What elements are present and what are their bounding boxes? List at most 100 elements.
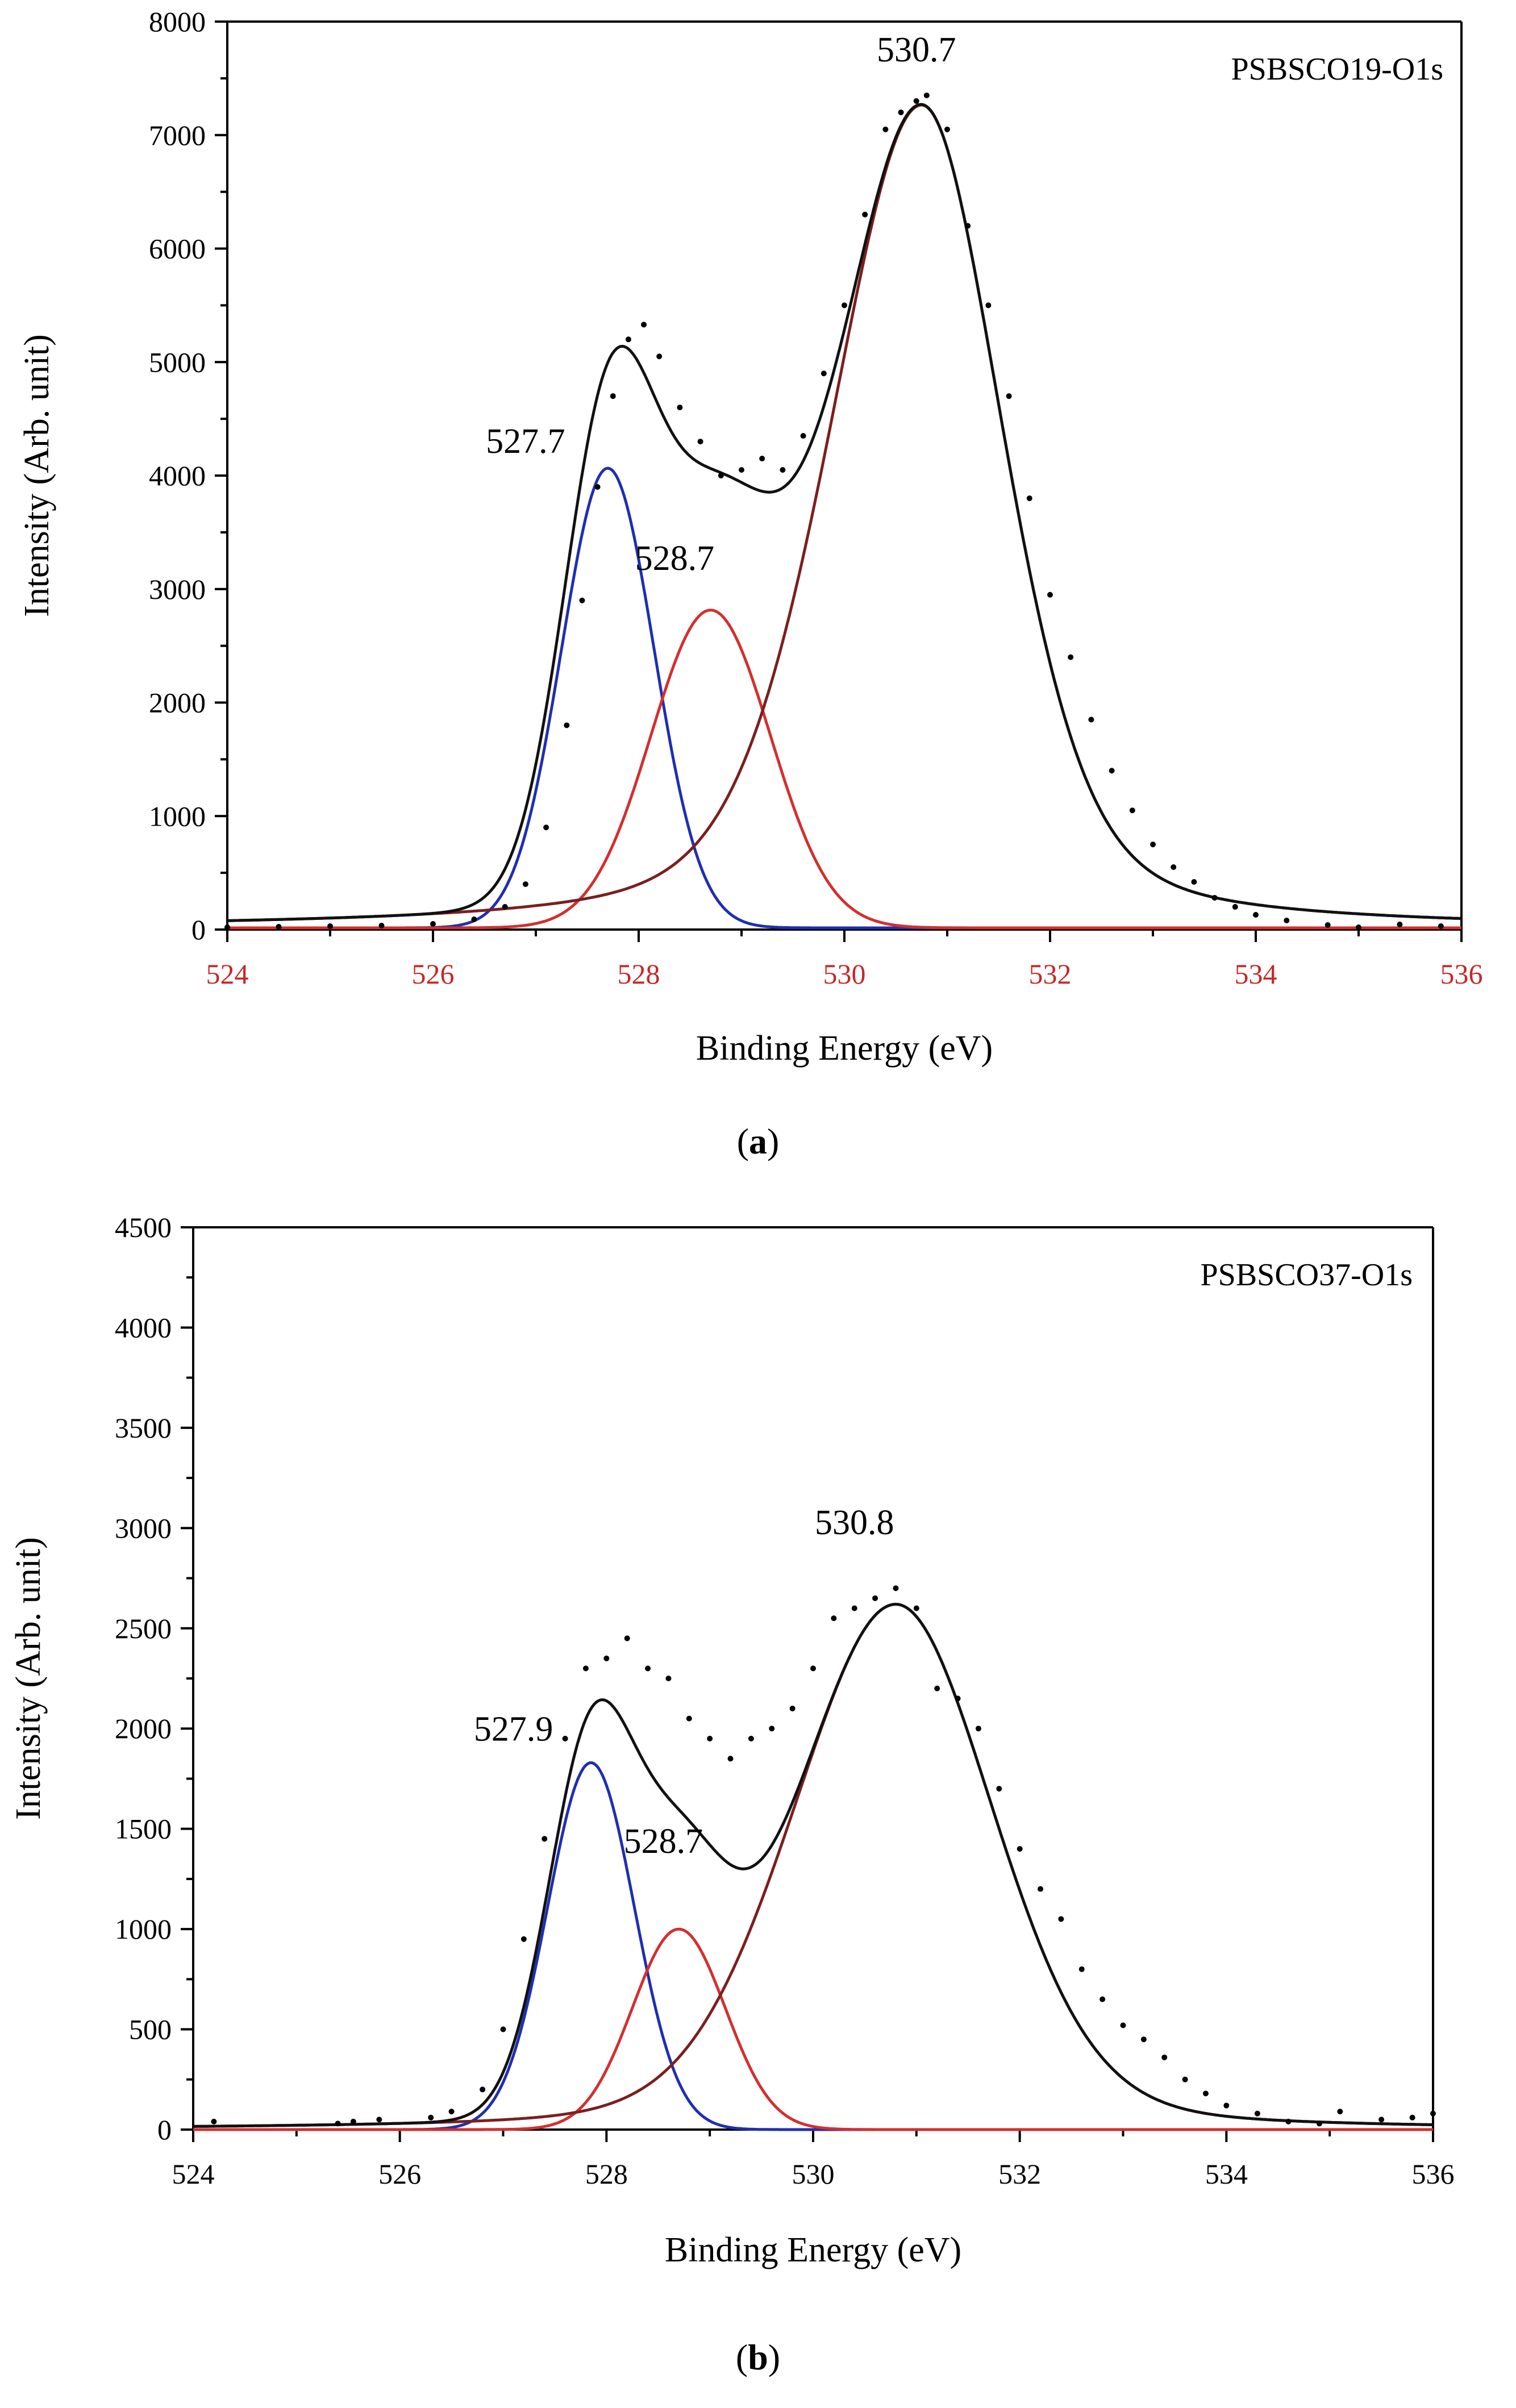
data-point <box>1088 716 1094 723</box>
data-point <box>1202 2090 1209 2097</box>
peak-annotations: 530.7 527.7 528.7 <box>486 31 956 578</box>
data-point <box>862 211 868 218</box>
y-tick-label: 1500 <box>115 1813 172 1845</box>
chart-panel-a: 0 1000 2000 3000 4000 5000 6000 7000 8000 524 526… <box>18 6 1483 1161</box>
y-tick-labels: 0 1000 2000 3000 4000 5000 6000 7000 8000 <box>149 6 206 945</box>
data-point <box>727 1756 734 1762</box>
y-tick-label: 2000 <box>115 1713 172 1744</box>
data-point <box>913 1605 919 1611</box>
data-point <box>610 393 616 399</box>
data-point <box>327 923 333 930</box>
data-point <box>543 824 549 831</box>
peak-label: 528.7 <box>624 1822 703 1861</box>
data-point <box>800 433 806 439</box>
data-point <box>603 1655 610 1661</box>
x-tick-label: 526 <box>378 2158 421 2190</box>
data-point <box>1253 912 1259 918</box>
data-point <box>624 1635 630 1642</box>
data-point <box>211 2118 217 2124</box>
data-point <box>625 336 631 343</box>
data-point <box>851 1605 857 1611</box>
y-tick-label: 8000 <box>149 6 206 38</box>
data-point <box>1017 1845 1023 1852</box>
data-point <box>759 456 765 462</box>
data-point <box>707 1735 713 1742</box>
y-tick-label: 1000 <box>149 800 206 832</box>
y-tick-label: 2500 <box>115 1613 172 1644</box>
measured-points <box>224 92 1444 931</box>
data-point <box>1047 591 1053 598</box>
chart-title: PSBSCO37-O1s <box>1201 1257 1413 1293</box>
x-tick-label: 534 <box>1205 2158 1248 2190</box>
data-point <box>1285 2118 1292 2124</box>
data-point <box>975 1726 981 1732</box>
data-point <box>428 2114 434 2120</box>
data-point <box>1120 2022 1126 2028</box>
data-point <box>923 92 930 98</box>
fit-curves <box>227 103 1462 930</box>
data-point <box>522 881 528 888</box>
y-tick-label: 0 <box>157 2114 172 2145</box>
panel-label-letter: b <box>748 2337 768 2377</box>
x-tick-label: 532 <box>1029 958 1072 990</box>
data-point <box>350 2118 356 2124</box>
data-point <box>656 353 663 360</box>
y-tick-label: 5000 <box>149 346 206 378</box>
data-point <box>1099 1996 1106 2002</box>
y-tick-label: 2000 <box>149 687 206 719</box>
data-point <box>1438 923 1444 930</box>
envelope-curve <box>193 1602 1434 2128</box>
y-tick-label: 4000 <box>115 1311 172 1343</box>
data-point <box>564 722 570 728</box>
data-point <box>1182 2076 1188 2082</box>
data-point <box>739 467 744 473</box>
x-tick-label: 528 <box>585 2158 628 2190</box>
data-point <box>562 1735 568 1742</box>
data-point <box>1378 2117 1385 2123</box>
x-tick-label: 536 <box>1412 2158 1455 2190</box>
data-point <box>1430 2110 1436 2117</box>
data-point <box>913 98 919 104</box>
peak-label: 530.8 <box>815 1503 894 1542</box>
data-point <box>276 924 282 930</box>
data-point <box>1337 2109 1343 2115</box>
data-point <box>1397 922 1403 928</box>
data-point <box>810 1665 816 1672</box>
axis-ticks <box>215 20 1463 942</box>
x-tick-label: 532 <box>998 2158 1041 2190</box>
data-point <box>1161 2054 1168 2060</box>
data-point <box>430 921 436 927</box>
data-point <box>898 109 904 115</box>
data-point <box>335 2120 341 2127</box>
y-tick-label: 4000 <box>149 460 206 491</box>
data-point <box>1284 918 1290 924</box>
data-point <box>780 467 786 473</box>
data-point <box>893 1585 899 1592</box>
x-tick-label: 530 <box>823 958 866 990</box>
x-tick-label: 524 <box>206 958 249 990</box>
data-point <box>718 473 724 478</box>
data-point <box>480 2086 486 2093</box>
data-point <box>1109 768 1115 774</box>
data-point <box>677 405 683 411</box>
data-point <box>448 2109 455 2115</box>
peak-label: 527.9 <box>474 1710 553 1748</box>
panel-label-letter: a <box>749 1121 767 1161</box>
data-point <box>1171 864 1177 870</box>
y-tick-label: 7000 <box>149 119 206 151</box>
panel-label: (b) <box>736 2337 780 2377</box>
y-tick-label: 0 <box>191 914 206 945</box>
x-tick-label: 536 <box>1440 958 1483 990</box>
data-point <box>1150 841 1156 848</box>
x-tick-labels: 524 526 528 530 532 534 536 <box>172 2158 1455 2190</box>
x-axis-label: Binding Energy (eV) <box>665 2231 961 2269</box>
axis-ticks <box>181 1226 1434 2142</box>
y-tick-label: 500 <box>129 2014 172 2045</box>
data-point <box>1232 904 1238 910</box>
data-point <box>934 1685 940 1692</box>
data-point <box>996 1786 1002 1792</box>
x-tick-label: 524 <box>172 2158 215 2190</box>
y-tick-label: 6000 <box>149 233 206 265</box>
data-point <box>842 302 847 309</box>
